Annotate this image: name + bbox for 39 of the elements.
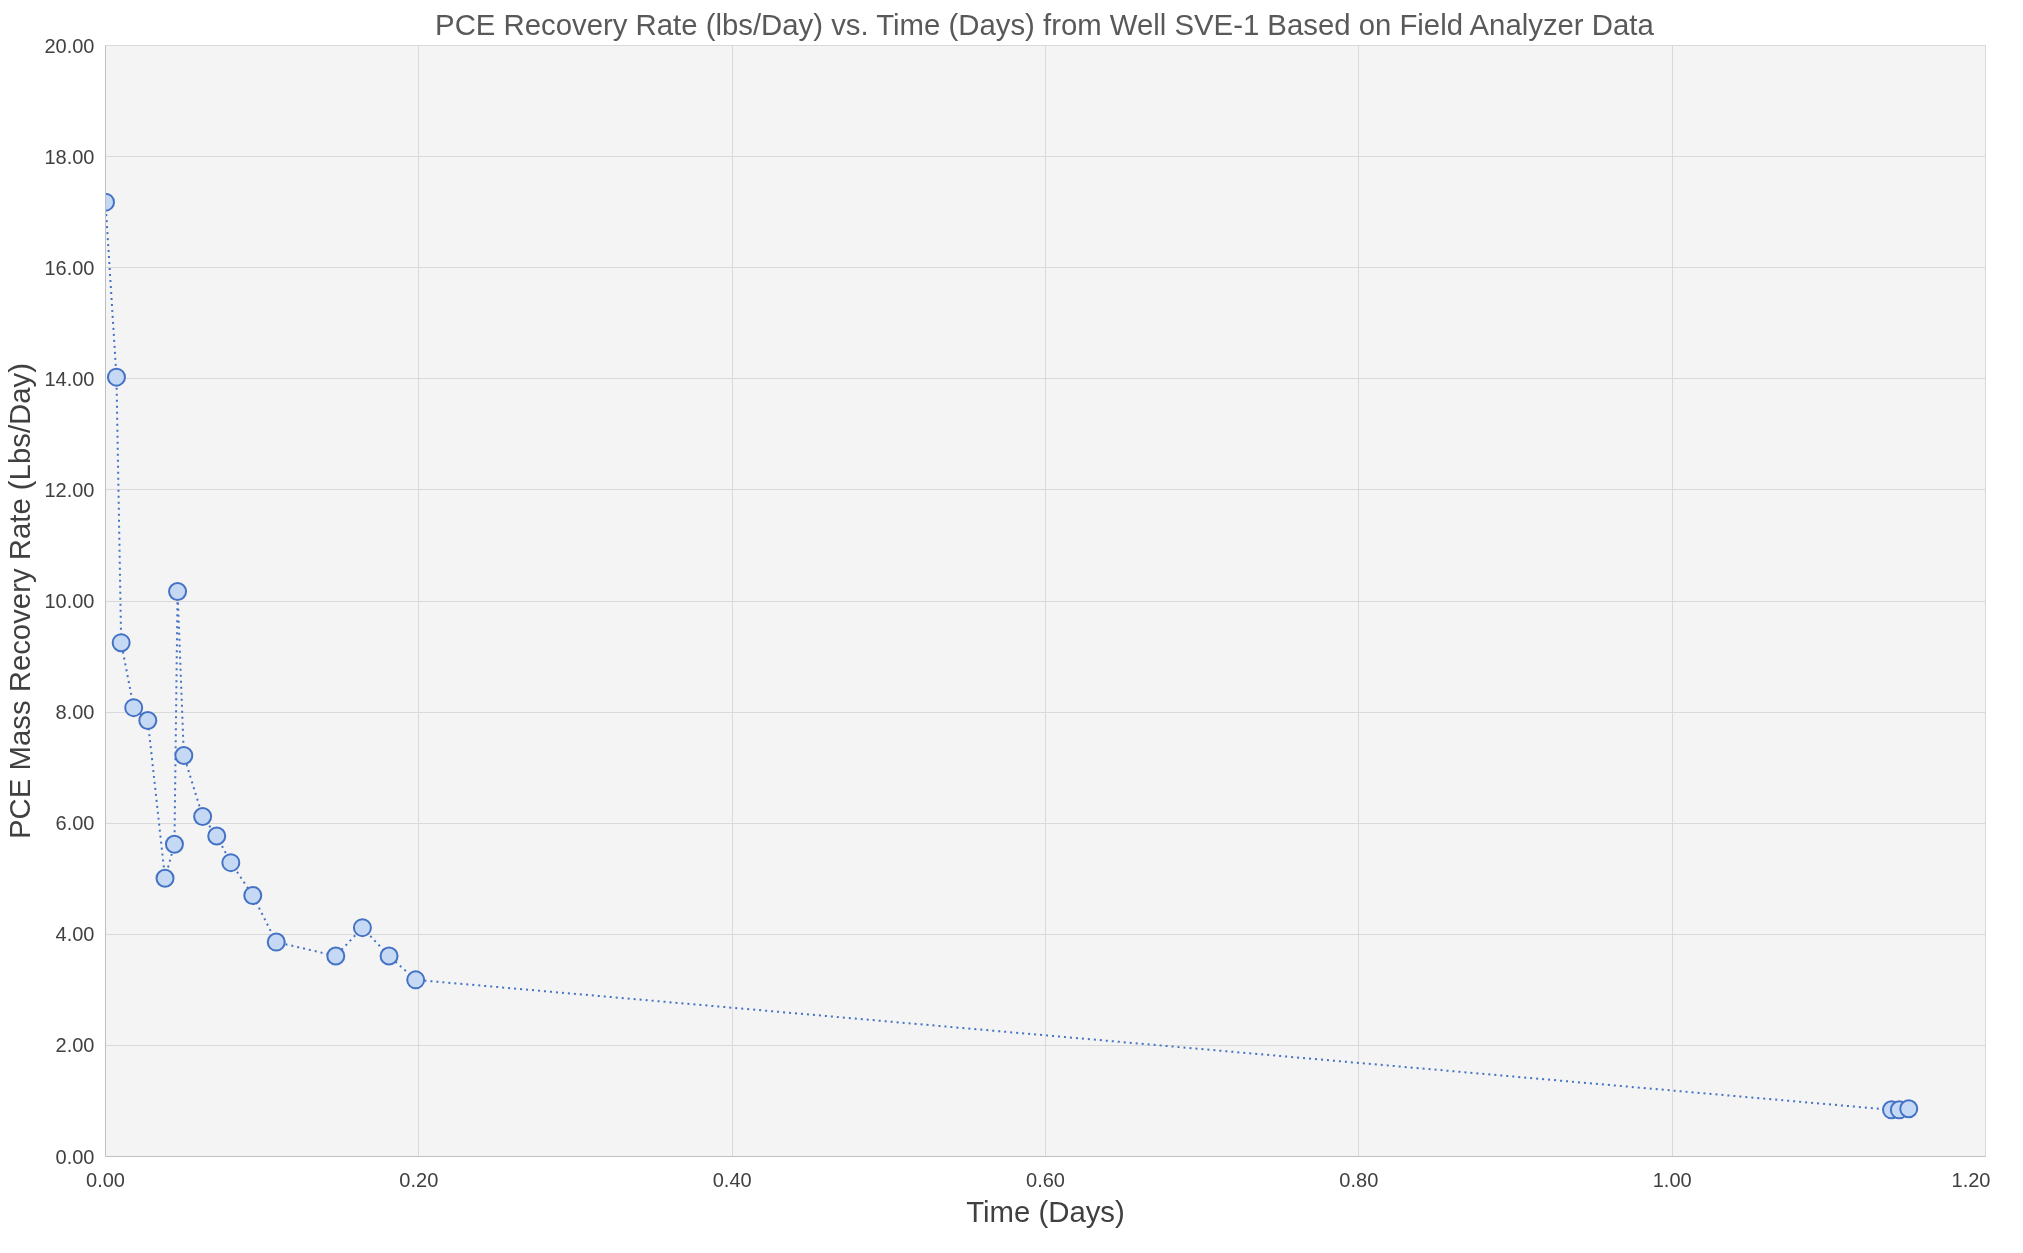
- point: [352, 918, 372, 938]
- y-tick-label: 6.00: [55, 812, 95, 835]
- y-tick-label: 12.00: [44, 478, 95, 501]
- point: [221, 853, 241, 873]
- point: [379, 946, 399, 966]
- x-tick-label: 0.40: [712, 1168, 752, 1191]
- point: [138, 710, 158, 730]
- point: [266, 932, 286, 952]
- point: [207, 826, 227, 846]
- x-tick-label: 0.20: [399, 1168, 439, 1191]
- y-tick-label: 2.00: [55, 1034, 95, 1057]
- point: [164, 834, 184, 854]
- point: [124, 698, 144, 718]
- x-tick-label: 0.80: [1339, 1168, 1379, 1191]
- point: [111, 633, 131, 653]
- point: [243, 885, 263, 905]
- y-tick-label: 10.00: [44, 590, 95, 612]
- x-tick-label: 1.20: [1951, 1168, 1991, 1191]
- x-axis-title: Time (Days): [966, 1194, 1125, 1228]
- point: [174, 745, 194, 765]
- x-tick-label: 0.60: [1026, 1168, 1065, 1191]
- y-axis-title: PCE Mass Recovery Rate (Lbs/Day): [3, 363, 37, 839]
- y-tick-label: 20.00: [44, 34, 95, 57]
- y-tick-label: 8.00: [55, 701, 95, 724]
- point: [155, 868, 175, 888]
- point: [326, 946, 346, 966]
- point: [106, 367, 126, 387]
- point: [168, 582, 188, 602]
- point: [1899, 1099, 1919, 1119]
- x-tick-label: 1.00: [1652, 1168, 1692, 1191]
- y-tick-label: 18.00: [44, 145, 95, 168]
- point: [193, 807, 213, 827]
- y-tick-label: 4.00: [55, 923, 95, 946]
- x-tick-label: 0.00: [86, 1168, 125, 1191]
- y-tick-label: 14.00: [44, 367, 95, 390]
- y-tick-label: 16.00: [44, 256, 95, 279]
- point: [406, 970, 426, 990]
- y-tick-label: 0.00: [55, 1145, 95, 1168]
- chart-title: PCE Recovery Rate (lbs/Day) vs. Time (Days) from Well SVE-1 Based on Field Analyzer Data: [435, 7, 1655, 41]
